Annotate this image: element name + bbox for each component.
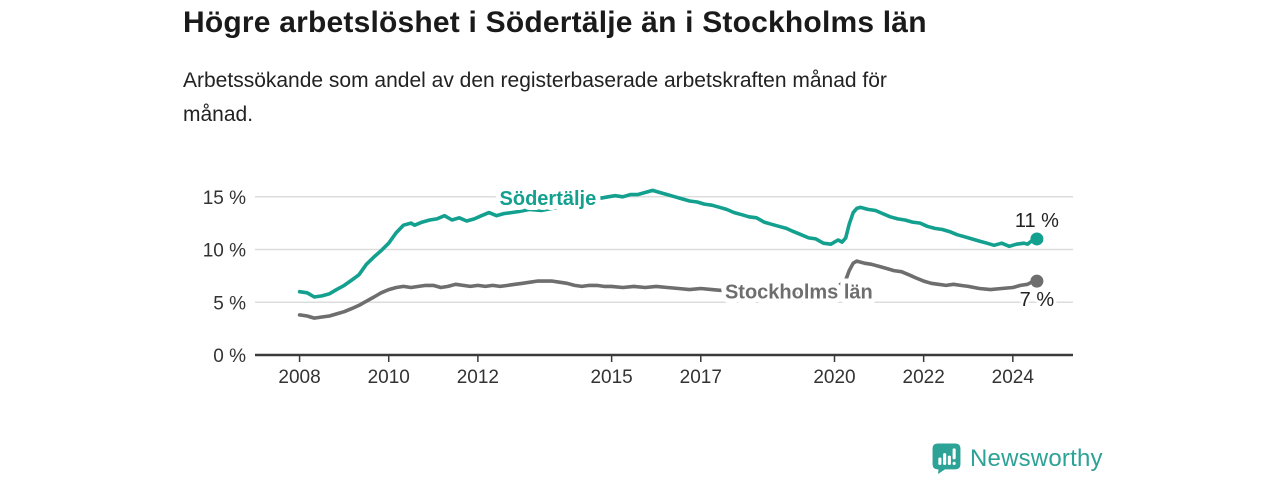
logo-bubble-shape	[932, 443, 961, 474]
x-tick-label: 2017	[680, 367, 722, 388]
logo-bar-tall	[943, 453, 947, 465]
chart-header: Högre arbetslöshet i Södertälje än i Sto…	[183, 6, 1083, 132]
x-tick-label: 2015	[590, 367, 632, 388]
logo-bar-short	[938, 457, 942, 465]
chart-subtitle: Arbetssökande som andel av den registerb…	[183, 69, 887, 126]
series-label: Södertälje	[500, 188, 597, 210]
y-tick-label: 5 %	[213, 293, 246, 314]
newsworthy-logo-icon	[932, 443, 961, 474]
end-value-label: 7 %	[1020, 289, 1055, 311]
logo-exclamation-stem	[952, 448, 956, 460]
series-end-dot	[1030, 274, 1044, 288]
logo-bar-medium	[947, 455, 951, 465]
x-tick-label: 2020	[813, 367, 855, 388]
end-value-label: 11 %	[1015, 210, 1059, 232]
series-line	[297, 188, 1039, 299]
y-tick-label: 10 %	[203, 241, 246, 262]
chart-title: Högre arbetslöshet i Södertälje än i Sto…	[183, 6, 927, 39]
y-tick-label: 15 %	[203, 188, 246, 209]
brand-footer: Newsworthy	[932, 443, 1103, 474]
x-tick-label: 2010	[368, 367, 410, 388]
brand-name: Newsworthy	[970, 444, 1103, 472]
series-line	[297, 259, 1039, 320]
x-tick-label: 2024	[992, 367, 1035, 388]
x-tick-label: 2008	[278, 367, 320, 388]
series-label: Stockholms län	[725, 282, 873, 304]
y-tick-label: 0 %	[213, 346, 246, 367]
logo-exclamation-dot	[952, 461, 956, 465]
x-tick-label: 2012	[457, 367, 499, 388]
x-tick-label: 2022	[903, 367, 945, 388]
series-end-dot	[1030, 232, 1044, 246]
